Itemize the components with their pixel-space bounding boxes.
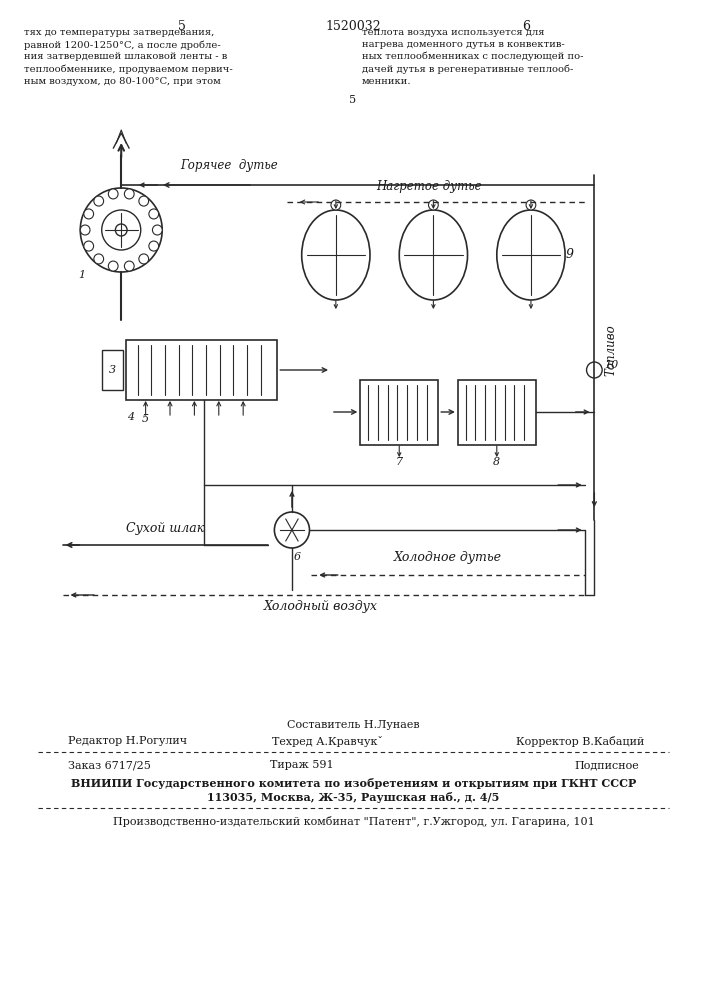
Text: Техред А.Кравчукˇ: Техред А.Кравчукˇ bbox=[272, 736, 383, 747]
Text: 5: 5 bbox=[177, 20, 186, 33]
Circle shape bbox=[84, 241, 93, 251]
Circle shape bbox=[428, 200, 438, 210]
Circle shape bbox=[149, 209, 158, 219]
Circle shape bbox=[84, 209, 93, 219]
Text: Нагретое дутье: Нагретое дутье bbox=[375, 180, 481, 193]
Text: Холодное дутье: Холодное дутье bbox=[394, 551, 502, 564]
Text: 5: 5 bbox=[142, 414, 149, 424]
Text: 6: 6 bbox=[522, 20, 530, 33]
Text: 10: 10 bbox=[604, 360, 619, 370]
Text: 1520032: 1520032 bbox=[326, 20, 381, 33]
Circle shape bbox=[526, 200, 536, 210]
Text: Редактор Н.Рогулич: Редактор Н.Рогулич bbox=[68, 736, 187, 746]
Text: 1: 1 bbox=[78, 270, 86, 280]
Circle shape bbox=[81, 225, 90, 235]
Bar bbox=[457, 380, 536, 445]
Text: тях до температуры затвердевания,
равной 1200-1250°C, а после дробле-
ния затвер: тях до температуры затвердевания, равной… bbox=[23, 28, 233, 86]
Circle shape bbox=[115, 224, 127, 236]
Text: 9: 9 bbox=[566, 248, 574, 261]
Bar bbox=[126, 340, 277, 400]
Circle shape bbox=[331, 200, 341, 210]
Text: 6: 6 bbox=[293, 552, 300, 562]
Circle shape bbox=[153, 225, 162, 235]
Text: 5: 5 bbox=[349, 95, 356, 105]
Text: Сухой шлак: Сухой шлак bbox=[126, 522, 204, 535]
Circle shape bbox=[139, 196, 148, 206]
Text: Корректор В.Кабаций: Корректор В.Кабаций bbox=[516, 736, 645, 747]
Circle shape bbox=[108, 189, 118, 199]
Text: Топливо: Топливо bbox=[604, 324, 617, 376]
Text: Холодный воздух: Холодный воздух bbox=[264, 600, 378, 613]
Text: Производственно-издательский комбинат "Патент", г.Ужгород, ул. Гагарина, 101: Производственно-издательский комбинат "П… bbox=[112, 816, 595, 827]
Text: 7: 7 bbox=[396, 457, 403, 467]
Text: теплота воздуха используется для
нагрева доменного дутья в конвектив-
ных теплоо: теплота воздуха используется для нагрева… bbox=[362, 28, 584, 86]
Circle shape bbox=[139, 254, 148, 264]
Text: Тираж 591: Тираж 591 bbox=[270, 760, 334, 770]
Text: 8: 8 bbox=[493, 457, 501, 467]
Text: 3: 3 bbox=[109, 365, 116, 375]
Text: Заказ 6717/25: Заказ 6717/25 bbox=[68, 760, 151, 770]
Circle shape bbox=[108, 261, 118, 271]
Circle shape bbox=[94, 254, 104, 264]
Circle shape bbox=[149, 241, 158, 251]
Text: Подписное: Подписное bbox=[575, 760, 640, 770]
Circle shape bbox=[587, 362, 602, 378]
Text: Горячее  дутье: Горячее дутье bbox=[180, 159, 278, 172]
Circle shape bbox=[124, 261, 134, 271]
Text: Составитель Н.Лунаев: Составитель Н.Лунаев bbox=[287, 720, 420, 730]
Text: ВНИИПИ Государственного комитета по изобретениям и открытиям при ГКНТ СССР: ВНИИПИ Государственного комитета по изоб… bbox=[71, 778, 636, 789]
Bar bbox=[102, 350, 123, 390]
Circle shape bbox=[124, 189, 134, 199]
Text: 4: 4 bbox=[127, 412, 134, 422]
Bar bbox=[361, 380, 438, 445]
Text: 113035, Москва, Ж-35, Раушская наб., д. 4/5: 113035, Москва, Ж-35, Раушская наб., д. … bbox=[207, 792, 500, 803]
Circle shape bbox=[94, 196, 104, 206]
